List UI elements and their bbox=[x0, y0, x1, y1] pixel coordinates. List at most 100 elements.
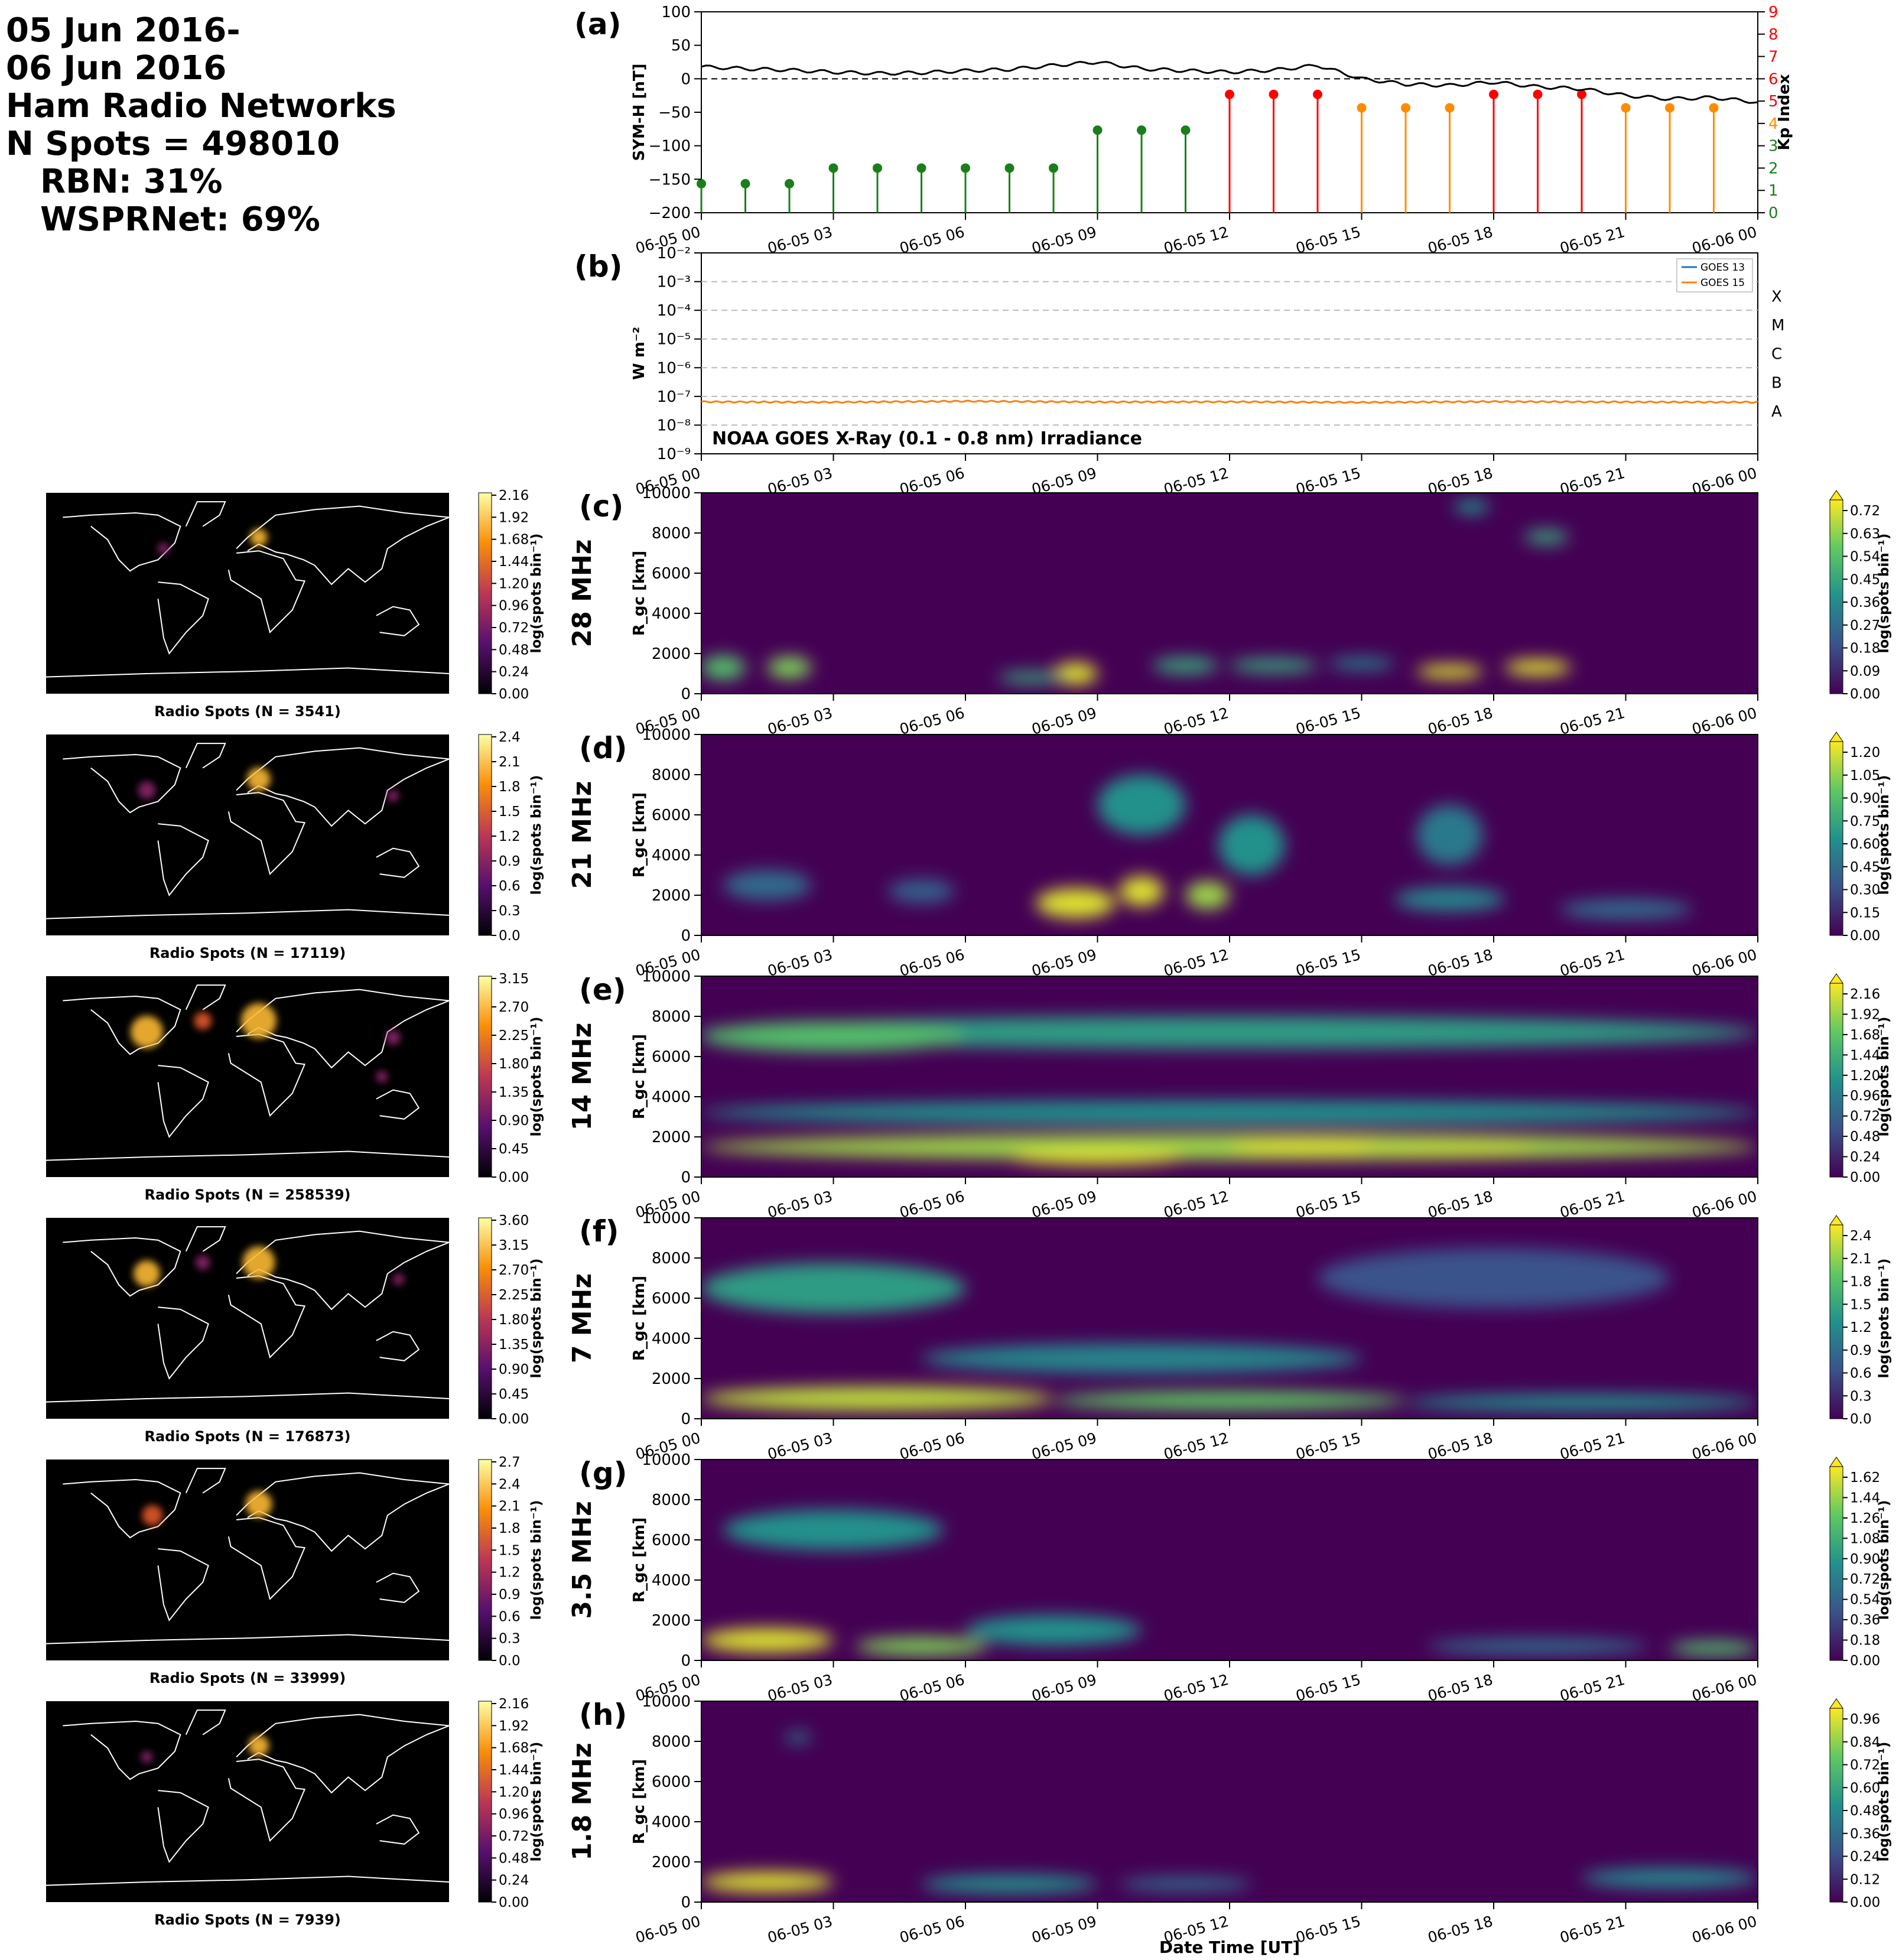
heatmap-blobs bbox=[701, 1732, 1758, 1893]
range-tick-label: 4000 bbox=[652, 1088, 691, 1106]
range-tick-label: 4000 bbox=[652, 1330, 691, 1348]
coastline bbox=[185, 501, 226, 527]
map-colorbar-tick-label: 1.20 bbox=[499, 1785, 529, 1800]
coastline bbox=[45, 1876, 450, 1886]
spot-cluster bbox=[138, 781, 156, 799]
band-label: 3.5 MHz bbox=[567, 1501, 597, 1618]
heatmap-blob bbox=[723, 1510, 944, 1550]
map-colorbar-tick-label: 0.48 bbox=[499, 642, 529, 658]
colorbar bbox=[1829, 741, 1843, 936]
colorbar bbox=[1829, 1224, 1843, 1419]
irradiance-tick-label: 10⁻² bbox=[657, 245, 691, 262]
kp-marker bbox=[740, 178, 750, 188]
x-tick-label: 06-05 09 bbox=[1030, 1671, 1098, 1705]
symh-tick-label: 100 bbox=[661, 4, 691, 21]
range-tick-label: 8000 bbox=[652, 1491, 691, 1509]
colorbar-tick-label: 1.68 bbox=[1850, 1028, 1880, 1043]
heatmap-blob bbox=[701, 1386, 1053, 1411]
heatmap-blob bbox=[1406, 1395, 1758, 1411]
x-tick-label: 06-06 00 bbox=[1690, 946, 1758, 980]
band-label: 7 MHz bbox=[567, 1273, 597, 1363]
map-colorbar-tick-label: 0.96 bbox=[499, 1807, 529, 1822]
map-colorbar-tick-label: 2.1 bbox=[499, 1499, 521, 1514]
kp-tick-label: 5 bbox=[1768, 93, 1778, 110]
colorbar-tick-label: 0.00 bbox=[1850, 1895, 1880, 1910]
x-tick-label: 06-05 09 bbox=[1030, 223, 1098, 257]
colorbar-tick-label: 0.15 bbox=[1850, 905, 1880, 921]
coastline bbox=[185, 1709, 226, 1735]
heatmap-blob bbox=[965, 1615, 1142, 1646]
heatmap-blob bbox=[1504, 659, 1571, 676]
map-colorbar-tick-label: 0.24 bbox=[499, 665, 529, 680]
map-colorbar-tick-label: 2.16 bbox=[499, 1696, 529, 1712]
colorbar-tick-label: 2.1 bbox=[1850, 1252, 1872, 1267]
kp-marker bbox=[1313, 89, 1322, 99]
map-colorbar-tick-label: 3.60 bbox=[499, 1213, 529, 1228]
x-tick-label: 06-05 06 bbox=[898, 1671, 966, 1705]
x-tick-label: 06-05 12 bbox=[1162, 1188, 1230, 1221]
colorbar-label: log(spots bin⁻¹) bbox=[1877, 534, 1892, 654]
heatmap-blobs bbox=[701, 499, 1571, 685]
header-line: 05 Jun 2016- bbox=[6, 11, 240, 50]
kp-tick-label: 8 bbox=[1768, 26, 1778, 44]
kp-marker bbox=[1533, 89, 1543, 99]
range-tick-label: 8000 bbox=[652, 766, 691, 784]
range-tick-label: 2000 bbox=[652, 1612, 691, 1630]
panel-label: (b) bbox=[574, 249, 623, 284]
heatmap-blob bbox=[855, 1637, 988, 1656]
x-tick-label: 06-05 18 bbox=[1426, 1671, 1494, 1705]
coastline bbox=[157, 581, 209, 655]
world-map bbox=[46, 493, 449, 694]
kp-marker bbox=[1709, 103, 1719, 113]
range-tick-label: 8000 bbox=[652, 1008, 691, 1026]
range-tick-label: 6000 bbox=[652, 565, 691, 583]
x-tick-label: 06-05 09 bbox=[1030, 704, 1098, 738]
map-colorbar-label: log(spots bin⁻¹) bbox=[529, 1017, 544, 1137]
kp-tick-label: 9 bbox=[1768, 4, 1778, 21]
colorbar-tick-label: 0.72 bbox=[1850, 1758, 1880, 1773]
kp-marker bbox=[1225, 89, 1234, 99]
x-tick-label: 06-05 15 bbox=[1294, 704, 1363, 738]
panel-label: (d) bbox=[579, 731, 627, 765]
coastline bbox=[227, 550, 306, 634]
colorbar-tick-label: 1.44 bbox=[1850, 1490, 1880, 1506]
coastline bbox=[185, 1468, 226, 1494]
colorbar-tick-label: 0.60 bbox=[1850, 837, 1880, 852]
heatmap-blob bbox=[1036, 888, 1116, 919]
coastline bbox=[63, 1720, 181, 1780]
map-colorbar-tick-label: 2.70 bbox=[499, 1000, 529, 1015]
heatmap-blob bbox=[921, 1875, 1098, 1893]
x-tick-label: 06-05 12 bbox=[1162, 946, 1230, 980]
colorbar-tick-label: 0.72 bbox=[1850, 1572, 1880, 1587]
colorbar-tick-label: 0.12 bbox=[1850, 1872, 1880, 1887]
heatmap-background bbox=[701, 1701, 1758, 1902]
spot-density bbox=[142, 1491, 272, 1526]
heatmap-blob bbox=[1670, 1641, 1758, 1656]
coastline bbox=[157, 1790, 209, 1864]
spot-density bbox=[131, 1003, 401, 1083]
x-tick-label: 06-05 21 bbox=[1558, 1671, 1627, 1705]
x-tick-label: 06-06 00 bbox=[1690, 1913, 1758, 1946]
kp-marker bbox=[1357, 103, 1367, 113]
rbn-share: RBN: 31% bbox=[40, 162, 223, 201]
map-colorbar-tick-label: 1.2 bbox=[499, 829, 521, 844]
band-label: 28 MHz bbox=[567, 539, 597, 648]
map-colorbar-tick-label: 0.6 bbox=[499, 1609, 521, 1624]
map-colorbar-tick-label: 0.3 bbox=[499, 903, 521, 919]
colorbar-extend-arrow bbox=[1829, 1457, 1843, 1467]
colorbar-tick-label: 2.16 bbox=[1850, 987, 1880, 1002]
range-axis-label: R_gc [km] bbox=[630, 551, 648, 636]
map-colorbar-tick-label: 0.90 bbox=[499, 1362, 529, 1377]
map-colorbar-label: log(spots bin⁻¹) bbox=[529, 1500, 544, 1620]
x-tick-label: 06-05 12 bbox=[1162, 223, 1230, 257]
x-tick-label: 06-05 15 bbox=[1294, 946, 1363, 980]
map-colorbar-tick-label: 2.25 bbox=[499, 1288, 529, 1303]
coastline bbox=[236, 1472, 450, 1552]
x-tick-label: 06-05 09 bbox=[1030, 1429, 1098, 1463]
kp-marker bbox=[828, 163, 838, 173]
irradiance-tick-label: 10⁻⁵ bbox=[657, 331, 691, 349]
map-colorbar-tick-label: 1.80 bbox=[499, 1312, 529, 1328]
x-tick-label: 06-05 15 bbox=[1294, 1671, 1363, 1705]
heatmap-blob bbox=[701, 1872, 834, 1892]
coastline bbox=[45, 1634, 450, 1644]
